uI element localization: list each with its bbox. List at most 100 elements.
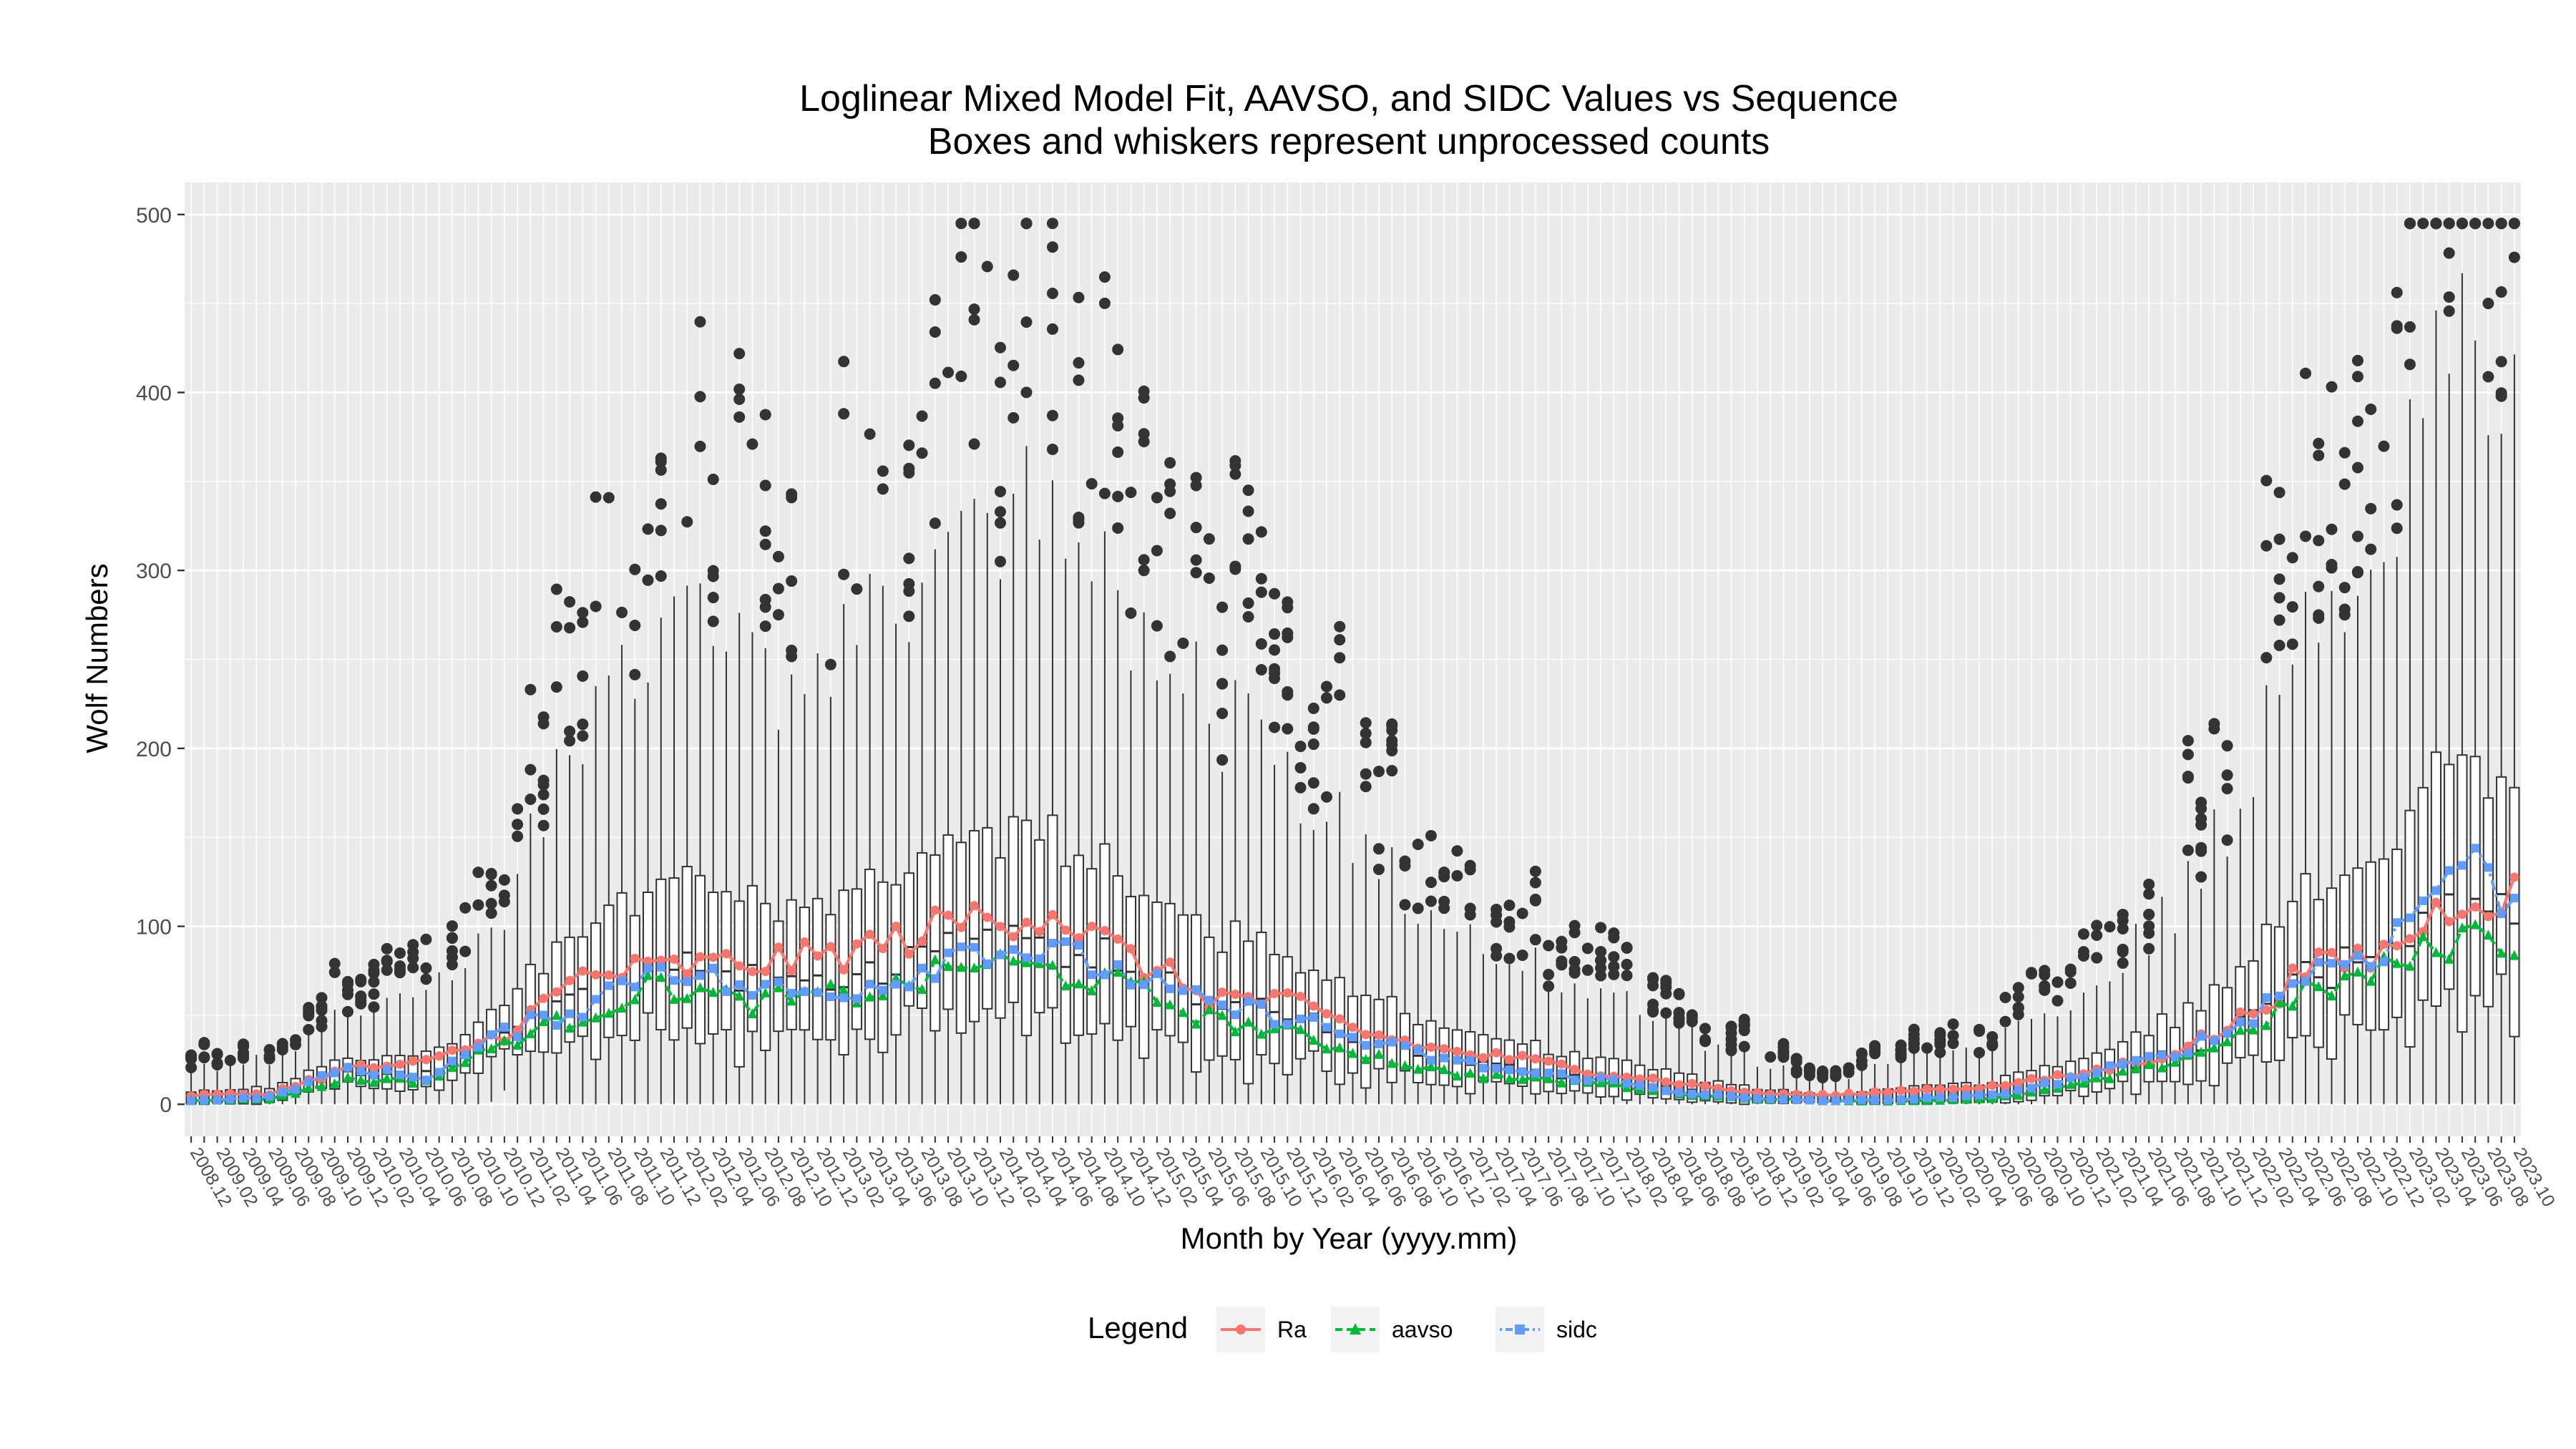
box-plot — [2338, 447, 2351, 1105]
box-outlier — [1008, 411, 1020, 424]
box-outlier — [1556, 935, 1568, 947]
series-point-sidc — [1687, 1089, 1697, 1098]
series-point-sidc — [487, 1030, 496, 1039]
series-point-aavso — [643, 970, 653, 980]
box-outlier — [1307, 721, 1319, 733]
series-point-aavso — [2039, 1084, 2050, 1095]
series-point-sidc — [1335, 1029, 1345, 1038]
box-outlier — [446, 959, 458, 971]
series-point-Ra — [2014, 1078, 2024, 1088]
box-outlier — [263, 1050, 275, 1062]
box-iqr — [2469, 756, 2481, 997]
box-outlier — [368, 988, 380, 1000]
series-point-aavso — [1178, 1007, 1189, 1018]
box-iqr — [1112, 875, 1123, 1041]
box-outlier — [2221, 834, 2233, 847]
box-plot — [2143, 878, 2155, 1105]
box-outlier — [1190, 554, 1202, 566]
box-outlier — [550, 583, 562, 595]
series-point-sidc — [1988, 1090, 1997, 1099]
series-point-sidc — [1048, 939, 1057, 948]
box-outlier — [485, 907, 497, 919]
series-point-aavso — [1504, 1073, 1515, 1083]
series-point-aavso — [2104, 1073, 2115, 1083]
box-outlier — [1255, 526, 1267, 538]
box-outlier — [2064, 977, 2077, 989]
box-outlier — [1503, 921, 1516, 933]
series-point-sidc — [1609, 1075, 1619, 1085]
box-outlier — [746, 438, 758, 450]
series-point-Ra — [826, 942, 836, 952]
box-outlier — [2195, 812, 2207, 824]
box-outlier — [316, 1000, 328, 1013]
box-outlier — [1216, 753, 1229, 766]
series-point-sidc — [565, 1009, 575, 1018]
box-outlier — [368, 1001, 380, 1013]
box-outlier — [1934, 1027, 1946, 1039]
series-point-Ra — [813, 951, 823, 961]
box-plot — [1255, 526, 1267, 1105]
box-iqr — [955, 841, 967, 1034]
series-point-sidc — [1296, 1014, 1305, 1023]
box-outlier — [916, 447, 928, 459]
box-outlier — [929, 294, 941, 306]
box-outlier — [1360, 717, 1372, 729]
box-plot — [2365, 403, 2377, 1105]
series-point-aavso — [577, 1016, 588, 1027]
box-plot — [1282, 596, 1294, 1105]
series-point-aavso — [1204, 1004, 1214, 1015]
box-outlier — [2351, 415, 2363, 427]
series-point-aavso — [538, 1016, 549, 1027]
series-point-sidc — [800, 987, 809, 996]
series-point-sidc — [826, 992, 835, 1001]
series-point-Ra — [995, 922, 1005, 932]
series-point-Ra — [1504, 1055, 1514, 1065]
box-outlier — [1647, 1006, 1659, 1018]
box-outlier — [238, 1039, 250, 1051]
box-outlier — [707, 473, 719, 485]
series-point-Ra — [1374, 1030, 1384, 1040]
box-iqr — [2339, 874, 2351, 1016]
series-point-sidc — [252, 1093, 261, 1103]
series-point-aavso — [1543, 1073, 1554, 1083]
box-outlier — [303, 1023, 315, 1035]
box-outlier — [929, 517, 941, 530]
box-outlier — [2221, 769, 2233, 781]
series-point-sidc — [970, 942, 979, 952]
series-point-sidc — [1505, 1065, 1514, 1075]
box-outlier — [224, 1054, 236, 1066]
series-point-sidc — [1596, 1073, 1606, 1083]
x-axis-label: Month by Year (yyyy.mm) — [1181, 1221, 1518, 1255]
series-point-aavso — [617, 1002, 628, 1013]
legend-key-marker — [1236, 1324, 1246, 1335]
series-point-sidc — [1792, 1096, 1801, 1105]
series-point-aavso — [839, 985, 849, 995]
series-point-aavso — [1491, 1068, 1502, 1079]
box-outlier — [1595, 970, 1607, 982]
series-point-aavso — [2196, 1046, 2207, 1057]
series-point-Ra — [2235, 1007, 2245, 1017]
box-outlier — [2182, 735, 2194, 747]
series-point-aavso — [943, 960, 954, 971]
series-point-sidc — [2235, 1018, 2245, 1027]
box-outlier — [2143, 908, 2155, 920]
box-outlier — [1046, 443, 1058, 455]
box-outlier — [2351, 462, 2363, 474]
series-point-Ra — [1269, 989, 1279, 999]
series-point-sidc — [2249, 1019, 2258, 1028]
series-point-sidc — [447, 1056, 457, 1065]
series-point-sidc — [2444, 866, 2454, 875]
series-point-aavso — [447, 1062, 457, 1073]
box-outlier — [733, 411, 746, 423]
box-outlier — [877, 465, 889, 477]
box-outlier — [459, 945, 472, 957]
box-iqr — [2391, 848, 2403, 1018]
box-outlier — [1765, 1051, 1777, 1063]
series-point-Ra — [2405, 934, 2415, 944]
box-outlier — [1098, 487, 1111, 499]
series-point-Ra — [1348, 1023, 1357, 1033]
box-outlier — [2338, 447, 2351, 459]
box-outlier — [1372, 843, 1385, 855]
series-point-sidc — [2484, 863, 2493, 872]
series-point-sidc — [1896, 1095, 1906, 1104]
